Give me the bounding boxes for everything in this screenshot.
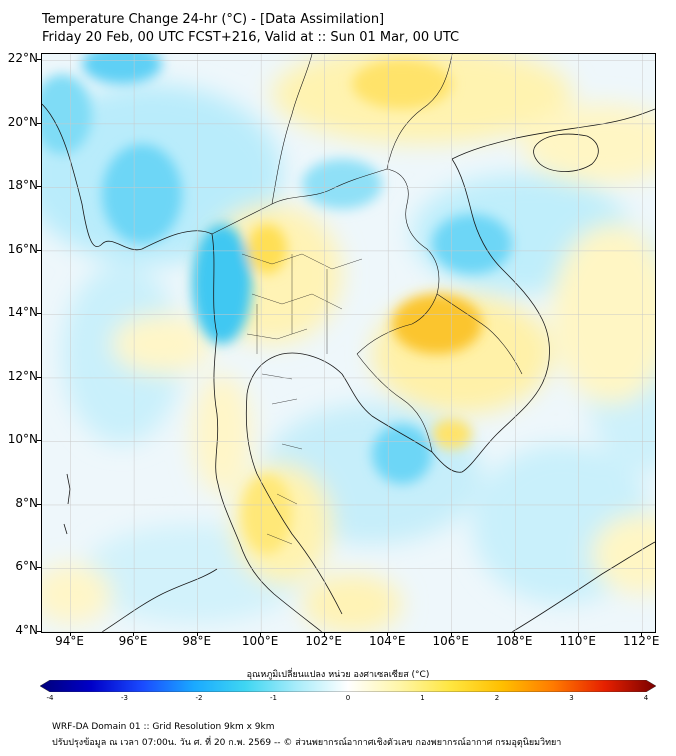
lat-tick-mark [37, 122, 41, 124]
colorbar-tick-label: 4 [643, 694, 649, 702]
colorbar-tick-label: -2 [195, 694, 203, 702]
footer-credits: ปรับปรุงข้อมูล ณ เวลา 07:00น. วัน ศ. ที่… [52, 738, 562, 748]
colorbar-tick-label: 1 [420, 694, 425, 702]
lon-tick-mark [514, 632, 516, 636]
lat-tick-label: 8°N [15, 495, 38, 510]
colorbar-title: อุณหภูมิเปลี่ยนแปลง หน่วย องศาเซลเซียส (… [246, 670, 430, 680]
lon-tick-label: 110°E [559, 634, 597, 648]
temperature-field-strong [42, 54, 512, 554]
lat-tick-mark [37, 440, 41, 442]
lat-tick-label: 4°N [15, 623, 38, 637]
lat-tick-mark [37, 631, 41, 632]
colorbar-tick-label: 0 [345, 694, 351, 702]
lat-lon-gridlines [42, 54, 655, 632]
lon-tick-label: 102°E [305, 634, 342, 648]
lon-tick-label: 108°E [495, 634, 533, 648]
lat-tick-label: 16°N [7, 241, 38, 256]
map-subtitle: Friday 20 Feb, 00 UTC FCST+216, Valid at… [42, 30, 460, 45]
lon-tick-mark [196, 632, 198, 636]
lat-tick-mark [37, 59, 41, 61]
lon-tick-mark [450, 632, 452, 636]
lon-tick-label: 106°E [432, 634, 469, 648]
lat-tick-mark [37, 249, 41, 251]
lon-tick-mark [260, 632, 262, 636]
lat-tick-label: 18°N [7, 178, 38, 193]
lon-tick-mark [387, 632, 389, 636]
lat-tick-mark [37, 376, 41, 378]
lat-tick-mark [37, 503, 41, 505]
footer-model-info: WRF-DA Domain 01 :: Grid Resolution 9km … [52, 722, 275, 732]
lon-tick-label: 94°E [55, 634, 85, 648]
colorbar-tick-label: -4 [46, 694, 54, 702]
lon-tick-label: 98°E [182, 634, 212, 648]
lon-tick-label: 112°E [623, 634, 660, 648]
lat-tick-mark [37, 313, 41, 315]
map-canvas [42, 54, 655, 632]
colorbar-tick-label: -3 [121, 694, 128, 702]
colorbar-gradient [40, 680, 656, 692]
lon-tick-mark [641, 632, 643, 636]
lat-tick-label: 14°N [7, 305, 38, 320]
colorbar-tick-label: 3 [569, 694, 574, 702]
lat-tick-label: 10°N [7, 432, 38, 447]
lon-tick-label: 104°E [368, 634, 406, 648]
map-title: Temperature Change 24-hr (°C) - [Data As… [42, 12, 385, 27]
temperature-change-map [41, 53, 656, 633]
colorbar [40, 680, 656, 692]
colorbar-tick-label: 2 [494, 694, 500, 702]
lon-tick-mark [69, 632, 71, 636]
lat-tick-label: 20°N [7, 114, 38, 129]
lat-tick-mark [37, 186, 41, 188]
lon-tick-mark [577, 632, 579, 636]
lat-tick-label: 6°N [15, 559, 38, 574]
lat-tick-label: 12°N [7, 368, 38, 383]
lon-tick-mark [323, 632, 325, 636]
coastlines-and-borders [42, 54, 655, 632]
lon-tick-label: 100°E [241, 634, 279, 648]
lon-tick-mark [133, 632, 135, 636]
colorbar-tick-label: -1 [270, 694, 277, 702]
lat-tick-label: 22°N [7, 51, 38, 66]
lat-tick-mark [37, 567, 41, 569]
lon-tick-label: 96°E [118, 634, 148, 648]
